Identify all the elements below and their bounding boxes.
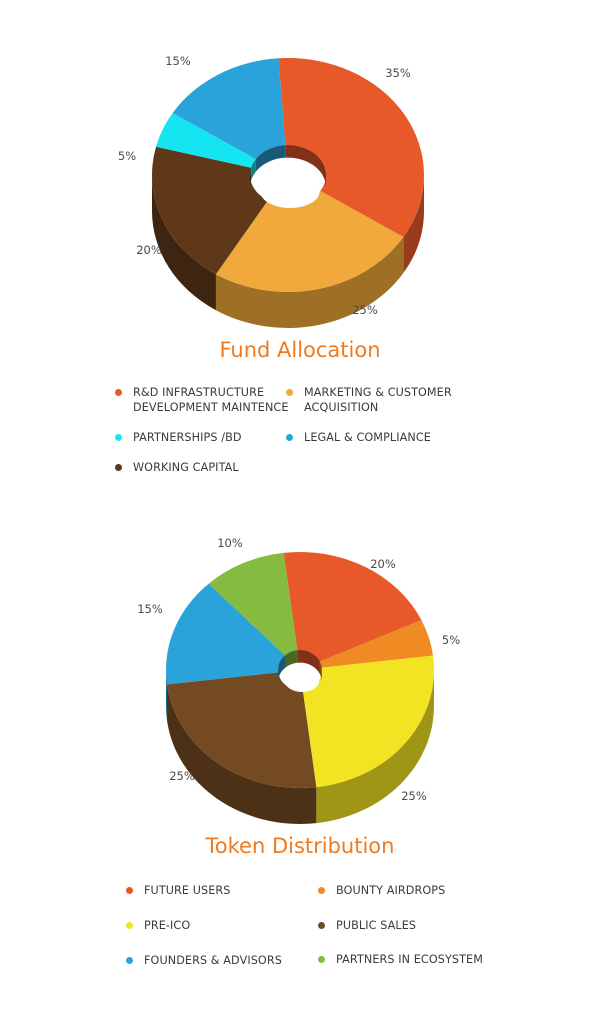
pie-side-r-d-infrastructure-development-maintence bbox=[403, 175, 424, 274]
legend-label: WORKING CAPITAL bbox=[133, 461, 239, 474]
pie-side-pre-ico bbox=[316, 670, 435, 824]
pie-inner-wall-r-d-infrastructure-development-maintence bbox=[285, 145, 326, 188]
legend-swatch bbox=[126, 887, 133, 894]
pie-side-marketing-customer-acquisition bbox=[215, 237, 404, 328]
legend-swatch bbox=[115, 464, 122, 471]
legend-swatch bbox=[318, 887, 325, 894]
pie-hole bbox=[278, 650, 322, 692]
pie-side-working-capital bbox=[152, 175, 216, 311]
legend-label: PUBLIC SALES bbox=[336, 919, 417, 932]
pie-label-bounty-airdrops: 5% bbox=[442, 633, 460, 647]
pie-label-working-capital: 20% bbox=[136, 243, 162, 257]
legend-swatch bbox=[318, 956, 325, 963]
legend-label: BOUNTY AIRDROPS bbox=[336, 884, 446, 897]
legend-swatch bbox=[126, 922, 133, 929]
pie-label-pre-ico: 25% bbox=[401, 789, 427, 803]
pie-top-faces bbox=[151, 58, 425, 292]
pie-side-public-sales bbox=[166, 684, 317, 824]
pie-inner-wall-founders-advisors bbox=[278, 655, 285, 683]
pie-label-partnerships-bd: 5% bbox=[118, 149, 136, 163]
pie-hole-opening bbox=[284, 670, 320, 692]
pie-slice-partners-in-ecosystem bbox=[208, 552, 298, 656]
pie-slice-marketing-customer-acquisition bbox=[215, 190, 404, 292]
token-distribution-title: Token Distribution bbox=[205, 834, 395, 858]
pie-slice-bounty-airdrops bbox=[319, 620, 434, 668]
fund-allocation-title: Fund Allocation bbox=[219, 338, 381, 362]
pie-label-marketing-customer-acquisition: 25% bbox=[352, 303, 378, 317]
pie-slice-legal-compliance bbox=[172, 58, 286, 160]
pie-slice-partnerships-bd bbox=[156, 112, 256, 168]
legend-swatch bbox=[286, 389, 293, 396]
pie-inner-wall-partnerships-bd bbox=[251, 159, 256, 181]
legend-label: MARKETING & CUSTOMER ACQUISITION bbox=[304, 386, 452, 414]
fund-allocation-chart: 35% 25% 20% 5% 15% Fund Allocation R&D INFRA… bbox=[0, 0, 600, 500]
pie-slice-pre-ico bbox=[302, 655, 434, 788]
pie-slice-public-sales bbox=[166, 672, 317, 788]
pie-label-partners-in-ecosystem: 10% bbox=[217, 536, 243, 550]
pie-hole bbox=[250, 145, 326, 208]
legend-label: PARTNERS IN ECOSYSTEM bbox=[336, 953, 483, 966]
pie-hole-opening bbox=[260, 175, 320, 208]
pie-label-r-d-infrastructure-development-maintence: 35% bbox=[385, 66, 411, 80]
legend-label: LEGAL & COMPLIANCE bbox=[304, 431, 431, 444]
pie-slice-working-capital bbox=[151, 146, 268, 275]
pie-inner-wall-bounty-airdrops bbox=[319, 661, 322, 681]
pie-label-future-users: 20% bbox=[370, 557, 396, 571]
token-distribution-chart: 20% 5% 25% 25% 15% 10% Token Distribution FUT… bbox=[0, 520, 600, 1013]
legend-swatch bbox=[318, 922, 325, 929]
legend-swatch bbox=[286, 434, 293, 441]
pie-side-walls bbox=[152, 175, 424, 328]
pie-side-founders-advisors bbox=[166, 670, 167, 721]
pie-top-faces bbox=[165, 552, 434, 788]
legend-label: R&D INFRASTRUCTURE DEVELOPMENT MAINTENCE bbox=[133, 386, 289, 414]
pie-slice-future-users bbox=[283, 552, 422, 662]
pie-slice-founders-advisors bbox=[165, 583, 285, 685]
legend-label: PARTNERSHIPS /BD bbox=[133, 431, 242, 444]
pie-side-walls bbox=[166, 670, 435, 824]
token-distribution-pie: 20% 5% 25% 25% 15% 10% bbox=[137, 536, 460, 824]
pie-label-legal-compliance: 15% bbox=[165, 54, 191, 68]
pie-slice-r-d-infrastructure-development-maintence bbox=[278, 58, 425, 238]
pie-inner-wall-working-capital bbox=[250, 167, 252, 188]
pie-inner-wall-legal-compliance bbox=[255, 145, 286, 172]
legend-swatch bbox=[115, 389, 122, 396]
pie-label-founders-advisors: 15% bbox=[137, 602, 163, 616]
legend-swatch bbox=[126, 957, 133, 964]
legend-label: FOUNDERS & ADVISORS bbox=[144, 954, 282, 967]
pie-inner-wall-future-users bbox=[297, 650, 320, 675]
legend-label: PRE-ICO bbox=[144, 919, 191, 932]
legend-swatch bbox=[115, 434, 122, 441]
pie-inner-wall-partners-in-ecosystem bbox=[284, 650, 298, 668]
legend-label: FUTURE USERS bbox=[144, 884, 231, 897]
fund-allocation-pie: 35% 25% 20% 5% 15% bbox=[118, 54, 425, 328]
pie-label-public-sales: 25% bbox=[169, 769, 195, 783]
